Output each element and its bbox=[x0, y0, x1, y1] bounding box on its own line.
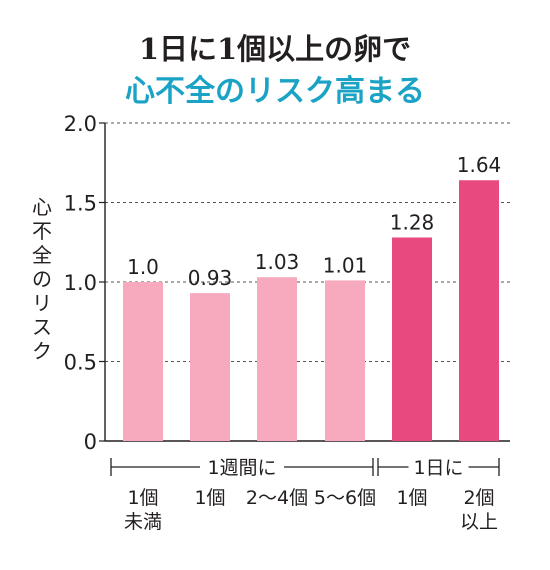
category-label: 5～6個 bbox=[314, 487, 376, 509]
bar bbox=[257, 277, 297, 441]
bar-value-label: 0.93 bbox=[188, 266, 233, 290]
y-tick-label: 0 bbox=[84, 430, 97, 454]
category-label: 2～4個 bbox=[246, 487, 308, 509]
bar bbox=[123, 282, 163, 441]
bar bbox=[190, 293, 230, 441]
y-tick-label: 0.5 bbox=[64, 351, 97, 375]
chart-title: 1日に1個以上の卵で bbox=[138, 32, 412, 66]
value-labels: 1.0 0.93 1.03 1.01 1.28 1.64 bbox=[127, 153, 501, 290]
y-tick-label: 2.0 bbox=[64, 112, 97, 136]
bars bbox=[123, 180, 499, 442]
bar bbox=[392, 237, 432, 441]
category-label: 2個 bbox=[463, 487, 494, 509]
group-label: 1週間に bbox=[207, 457, 276, 479]
category-label: 1個 bbox=[127, 487, 158, 509]
category-label: 1個 bbox=[396, 487, 427, 509]
bar-value-label: 1.01 bbox=[323, 253, 368, 277]
grid-lines bbox=[99, 122, 510, 442]
chart-subtitle: 心不全のリスク高まる bbox=[125, 74, 425, 109]
bar bbox=[459, 180, 499, 442]
bar-value-label: 1.64 bbox=[457, 153, 502, 177]
bar-value-label: 1.03 bbox=[255, 250, 300, 274]
category-label: 1個 bbox=[194, 487, 225, 509]
bar-value-label: 1.0 bbox=[127, 255, 159, 279]
category-label: 以上 bbox=[460, 511, 498, 533]
y-tick-labels: 0 0.5 1.0 1.5 2.0 bbox=[64, 112, 97, 454]
y-axis-label: 心不全のリスク bbox=[32, 195, 52, 363]
y-tick-label: 1.0 bbox=[64, 271, 97, 295]
bar-value-label: 1.28 bbox=[390, 210, 435, 234]
group-brackets: 1週間に 1日に bbox=[110, 457, 500, 479]
y-tick-label: 1.5 bbox=[64, 192, 97, 216]
group-label: 1日に bbox=[413, 457, 463, 479]
bar bbox=[325, 280, 365, 441]
category-label: 未満 bbox=[124, 511, 162, 533]
